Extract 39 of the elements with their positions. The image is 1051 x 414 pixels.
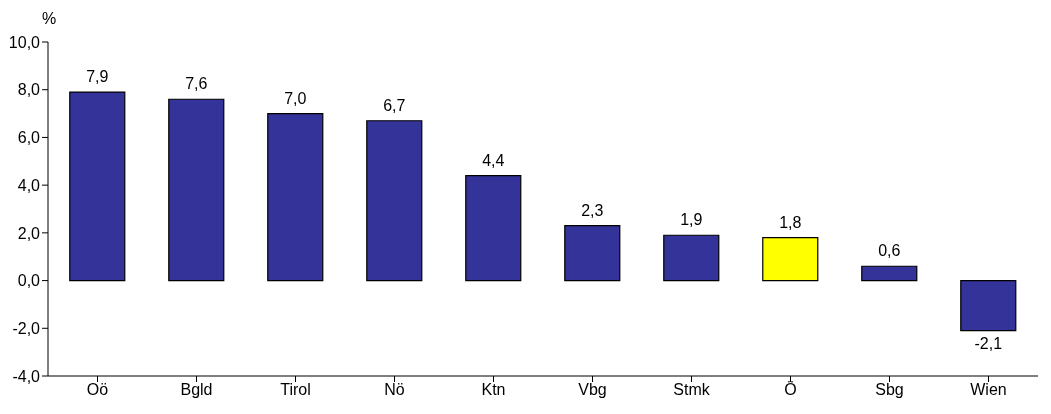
bar [663, 234, 720, 282]
y-tick-label: 0,0 [17, 272, 41, 290]
bar [762, 237, 819, 282]
bar [168, 98, 225, 282]
data-label: 4,4 [482, 151, 505, 169]
x-tick-label: Ktn [481, 381, 506, 399]
x-tick-label: Oö [86, 381, 109, 399]
x-tick-label: Stmk [673, 381, 711, 399]
x-tick-label: Sbg [875, 381, 904, 399]
bar [366, 120, 423, 282]
y-tick-label: 6,0 [17, 129, 41, 147]
y-tick-label: -2,0 [12, 319, 41, 337]
data-label: 2,3 [581, 201, 604, 219]
x-tick-label: Tirol [280, 381, 311, 399]
data-label: 1,8 [779, 213, 802, 231]
data-label: 6,7 [383, 96, 406, 114]
x-tick-label: Ö [784, 381, 797, 399]
data-label: 0,6 [878, 242, 901, 260]
bar [861, 265, 918, 282]
y-tick-label: 8,0 [17, 81, 41, 99]
bar [267, 112, 324, 282]
data-label: 1,9 [680, 211, 703, 229]
bar [960, 279, 1017, 332]
y-tick-label: 2,0 [17, 224, 41, 242]
y-axis-title: % [42, 10, 57, 28]
data-label: 7,6 [185, 75, 208, 93]
x-tick-label: Wien [970, 381, 1007, 399]
data-label: -2,1 [974, 334, 1003, 352]
x-tick-label: Nö [384, 381, 405, 399]
x-tick-label: Vbg [578, 381, 607, 399]
data-label: 7,9 [86, 68, 109, 86]
y-tick-label: -4,0 [12, 367, 41, 385]
y-tick-label: 4,0 [17, 176, 41, 194]
bar [564, 225, 621, 282]
bar [69, 91, 126, 282]
data-label: 7,0 [284, 89, 307, 107]
bar [465, 175, 522, 282]
y-tick-label: 10,0 [8, 33, 41, 51]
x-tick-label: Bgld [180, 381, 213, 399]
